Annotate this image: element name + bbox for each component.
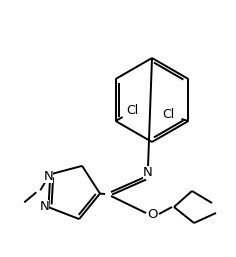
- Text: N: N: [40, 200, 49, 213]
- Text: O: O: [148, 207, 158, 221]
- Text: Cl: Cl: [162, 108, 174, 122]
- Text: N: N: [43, 170, 53, 183]
- Text: N: N: [143, 166, 153, 179]
- Text: Cl: Cl: [126, 105, 139, 117]
